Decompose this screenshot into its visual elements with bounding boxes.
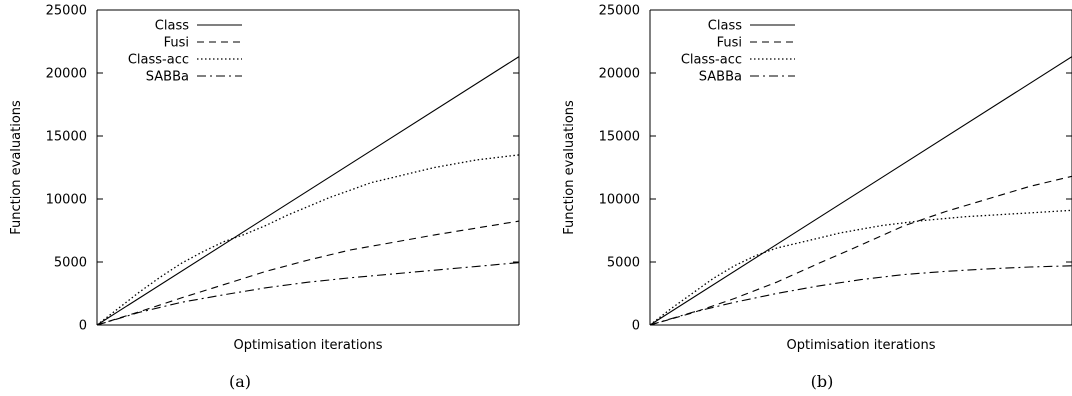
series-line-class [649, 56, 1072, 326]
series-line-sabba [96, 262, 520, 326]
legend-label: Class-acc [681, 53, 742, 68]
panel-caption: (a) [229, 372, 251, 391]
y-tick-label: 15000 [46, 130, 87, 145]
y-tick-label: 10000 [46, 193, 87, 208]
legend-label: SABBa [146, 70, 189, 85]
series-line-fusi [96, 220, 520, 326]
series-line-sabba [649, 265, 1072, 326]
series-line-class-acc [96, 154, 520, 326]
y-tick-label: 20000 [46, 67, 87, 82]
y-axis-title: Function evaluations [562, 100, 577, 235]
series-line-fusi [649, 175, 1072, 326]
series-line-class-acc [649, 209, 1072, 326]
y-axis-title: Function evaluations [9, 100, 24, 235]
y-tick-label: 20000 [599, 67, 640, 82]
legend-label: Class [708, 19, 742, 34]
y-tick-label: 5000 [607, 256, 640, 271]
y-tick-label: 25000 [599, 4, 640, 19]
legend-label: Fusi [164, 36, 189, 51]
legend-label: Class [155, 19, 189, 34]
legend-label: Class-acc [128, 53, 189, 68]
chart-panel-b: 0 5000 10000 15000 20000 25000 Optimisation it… [562, 4, 1072, 391]
panel-caption: (b) [811, 372, 834, 391]
legend-label: SABBa [699, 70, 742, 85]
y-tick-label: 15000 [599, 130, 640, 145]
y-tick-label: 25000 [46, 4, 87, 19]
x-axis-title: Optimisation iterations [234, 338, 383, 353]
y-tick-label: 10000 [599, 193, 640, 208]
y-tick-label: 0 [632, 319, 640, 334]
x-axis-title: Optimisation iterations [787, 338, 936, 353]
legend-label: Fusi [717, 36, 742, 51]
y-tick-label: 5000 [54, 256, 87, 271]
chart-panel-a: 0 5000 10000 15000 20000 25000 Optimisation it… [9, 4, 520, 391]
y-tick-label: 0 [79, 319, 87, 334]
series-line-class [96, 56, 520, 326]
